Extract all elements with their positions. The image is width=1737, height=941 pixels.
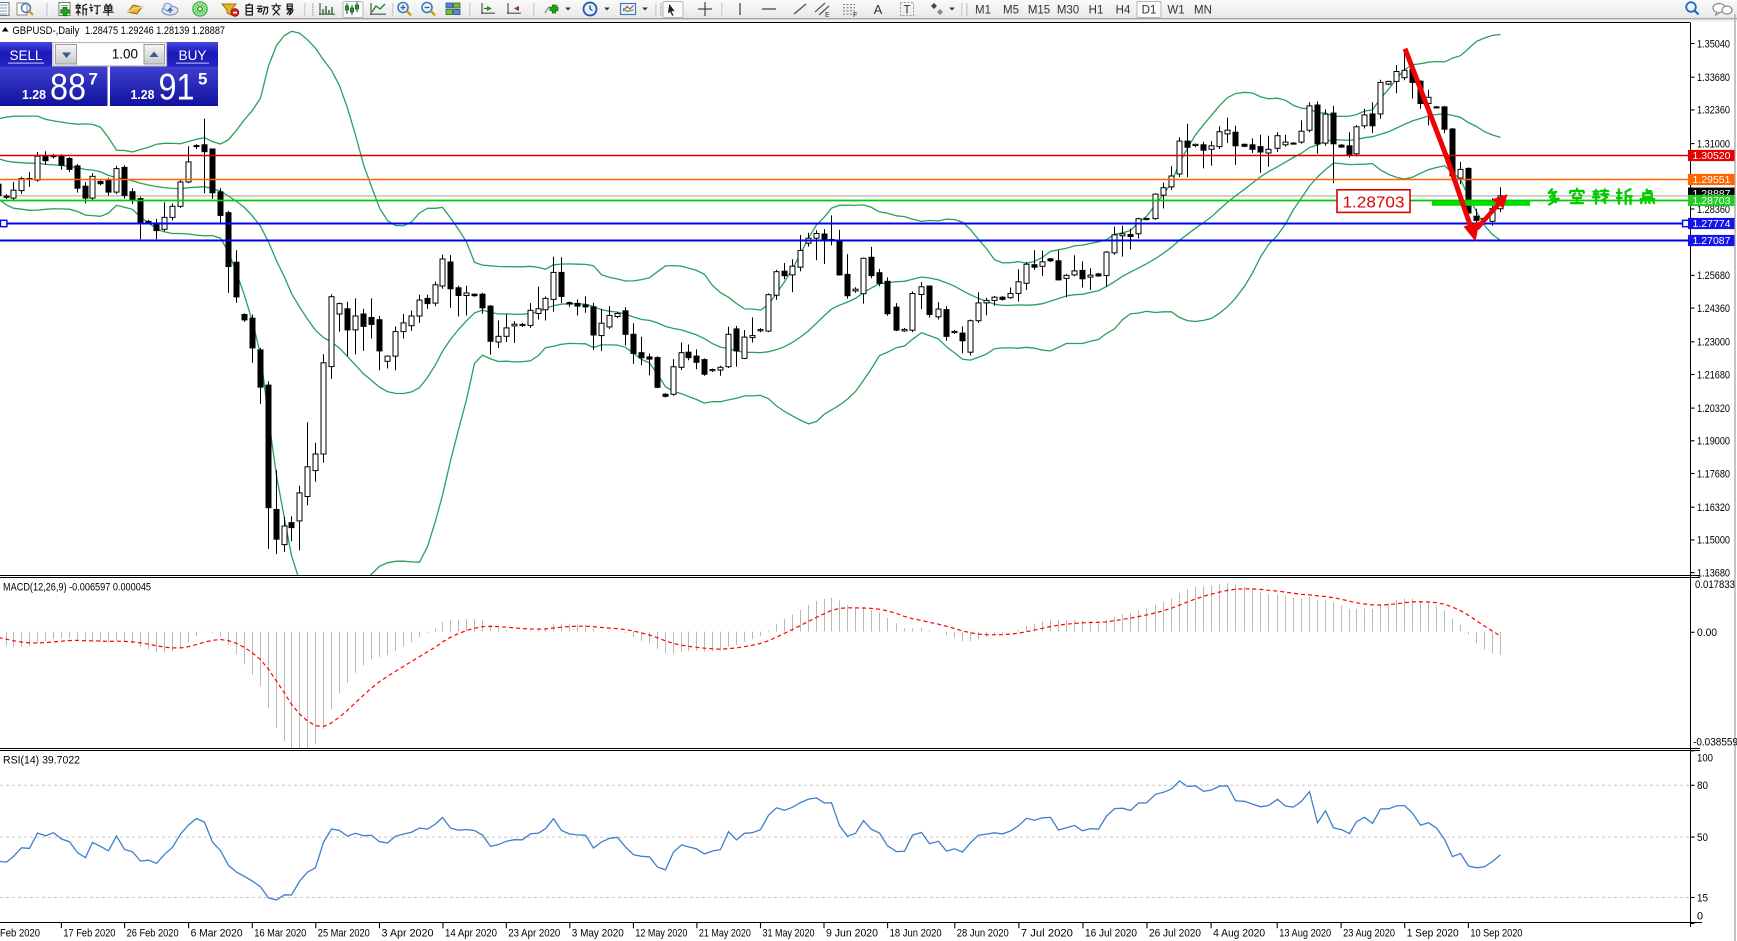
svg-text:6 Mar 2020: 6 Mar 2020	[191, 928, 243, 940]
svg-text:16 Jul 2020: 16 Jul 2020	[1085, 928, 1137, 940]
svg-text:14 Apr 2020: 14 Apr 2020	[445, 928, 497, 940]
svg-text:1.28703: 1.28703	[1343, 195, 1405, 212]
svg-text:1.23000: 1.23000	[1697, 337, 1730, 349]
svg-text:88: 88	[50, 67, 86, 108]
svg-text:3 May 2020: 3 May 2020	[572, 928, 624, 940]
svg-text:H1: H1	[1089, 5, 1104, 17]
svg-text:1.30520: 1.30520	[1693, 151, 1731, 162]
svg-text:MACD(12,26,9) -0.006597 0.0000: MACD(12,26,9) -0.006597 0.000045	[3, 582, 151, 594]
svg-text:SELL: SELL	[10, 48, 43, 63]
svg-text:50: 50	[1697, 832, 1708, 844]
svg-text:1.33680: 1.33680	[1697, 72, 1730, 84]
svg-text:MN: MN	[1194, 5, 1212, 17]
svg-text:M30: M30	[1057, 5, 1079, 17]
svg-text:26 Feb 2020: 26 Feb 2020	[127, 928, 179, 940]
svg-text:GBPUSD-,Daily: GBPUSD-,Daily	[12, 25, 79, 37]
svg-text:25 Mar 2020: 25 Mar 2020	[318, 928, 370, 940]
svg-text:0.00: 0.00	[1697, 627, 1717, 639]
svg-text:21 May 2020: 21 May 2020	[699, 928, 751, 940]
svg-text:5: 5	[198, 70, 207, 89]
svg-text:13 Aug 2020: 13 Aug 2020	[1279, 928, 1331, 940]
svg-text:M15: M15	[1028, 5, 1050, 17]
svg-text:1.25680: 1.25680	[1697, 270, 1730, 282]
svg-text:M1: M1	[975, 5, 991, 17]
svg-text:1.24360: 1.24360	[1697, 303, 1730, 315]
svg-text:80: 80	[1697, 780, 1708, 792]
svg-text:7: 7	[89, 70, 98, 89]
svg-text:-0.038559: -0.038559	[1693, 736, 1737, 748]
svg-text:1.16320: 1.16320	[1697, 502, 1730, 514]
svg-text:D1: D1	[1142, 5, 1157, 17]
svg-text:1.35040: 1.35040	[1697, 38, 1730, 50]
svg-text:1.19000: 1.19000	[1697, 436, 1730, 448]
svg-text:Feb 2020: Feb 2020	[0, 928, 40, 940]
svg-text:1.15000: 1.15000	[1697, 535, 1730, 547]
svg-text:1.28703: 1.28703	[1693, 196, 1731, 207]
svg-text:15: 15	[1697, 892, 1708, 904]
svg-text:1.13680: 1.13680	[1697, 567, 1730, 579]
svg-text:H4: H4	[1116, 5, 1131, 17]
svg-text:0: 0	[1697, 910, 1703, 922]
svg-text:1.20320: 1.20320	[1697, 403, 1730, 415]
svg-text:1.21680: 1.21680	[1697, 369, 1730, 381]
svg-text:17 Feb 2020: 17 Feb 2020	[63, 928, 115, 940]
svg-text:1.28887: 1.28887	[1693, 189, 1731, 200]
svg-text:4 Aug 2020: 4 Aug 2020	[1213, 928, 1265, 940]
svg-text:1.31000: 1.31000	[1697, 138, 1730, 150]
svg-text:1.17680: 1.17680	[1697, 468, 1730, 480]
svg-text:1.29551: 1.29551	[1693, 175, 1731, 186]
svg-text:9 Jun 2020: 9 Jun 2020	[826, 928, 878, 940]
svg-text:12 May 2020: 12 May 2020	[635, 928, 687, 940]
svg-text:1.28475 1.29246 1.28139 1.2888: 1.28475 1.29246 1.28139 1.28887	[85, 25, 225, 37]
svg-text:10 Sep 2020: 10 Sep 2020	[1470, 928, 1522, 940]
svg-text:BUY: BUY	[179, 48, 207, 63]
svg-text:23 Aug 2020: 23 Aug 2020	[1343, 928, 1395, 940]
svg-text:1 Sep 2020: 1 Sep 2020	[1407, 928, 1459, 940]
svg-text:3 Apr 2020: 3 Apr 2020	[382, 928, 434, 940]
svg-text:23 Apr 2020: 23 Apr 2020	[508, 928, 560, 940]
svg-text:26 Jul 2020: 26 Jul 2020	[1149, 928, 1201, 940]
svg-text:1.27087: 1.27087	[1693, 236, 1731, 247]
svg-text:1.00: 1.00	[112, 47, 138, 62]
svg-text:100: 100	[1697, 752, 1713, 764]
svg-text:M5: M5	[1003, 5, 1019, 17]
svg-text:RSI(14) 39.7022: RSI(14) 39.7022	[3, 755, 80, 767]
svg-text:F: F	[853, 12, 857, 19]
svg-text:E: E	[825, 12, 830, 19]
svg-text:T: T	[903, 5, 910, 17]
svg-text:28 Jun 2020: 28 Jun 2020	[957, 928, 1009, 940]
svg-text:1.28: 1.28	[22, 88, 46, 102]
svg-text:1.32360: 1.32360	[1697, 105, 1730, 117]
svg-text:1.28360: 1.28360	[1697, 204, 1730, 216]
svg-text:1.27774: 1.27774	[1693, 219, 1731, 230]
svg-text:W1: W1	[1167, 5, 1184, 17]
svg-text:31 May 2020: 31 May 2020	[763, 928, 815, 940]
svg-text:91: 91	[159, 67, 195, 108]
svg-text:0.017833: 0.017833	[1695, 579, 1735, 591]
svg-text:18 Jun 2020: 18 Jun 2020	[890, 928, 942, 940]
svg-text:16 Mar 2020: 16 Mar 2020	[254, 928, 306, 940]
svg-text:7 Jul 2020: 7 Jul 2020	[1021, 928, 1073, 940]
svg-text:1.28: 1.28	[131, 88, 155, 102]
svg-text:A: A	[874, 2, 883, 17]
